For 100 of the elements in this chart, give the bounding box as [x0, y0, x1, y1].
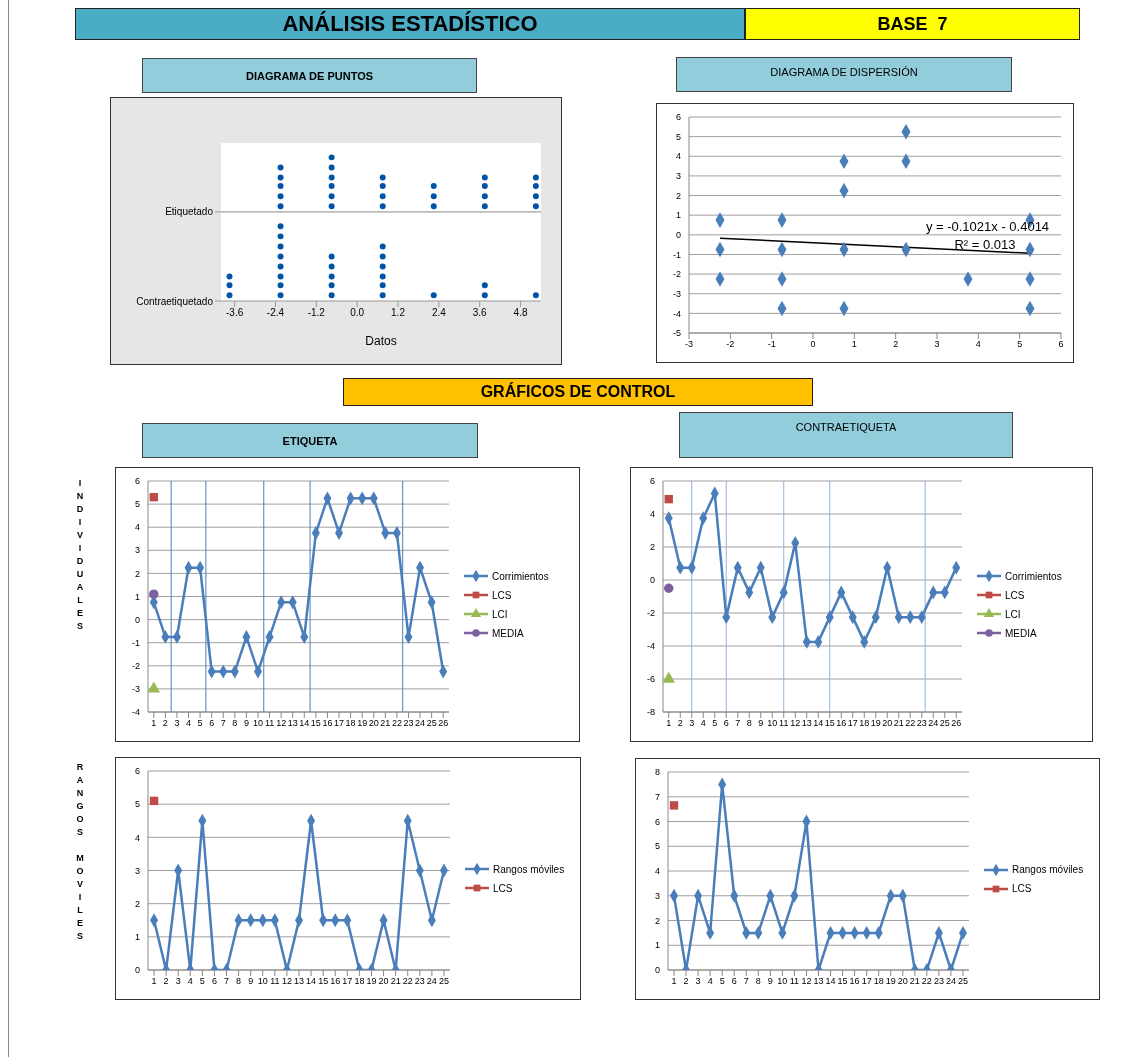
point: [328, 183, 335, 190]
point: [226, 273, 233, 280]
x-tick-label: 6: [211, 976, 217, 987]
point: [328, 174, 335, 181]
x-tick-label: 4: [975, 339, 981, 350]
x-tick-label: 2: [162, 718, 168, 729]
point: [532, 203, 539, 210]
x-tick-label: 22: [402, 976, 413, 987]
x-tick-label: 10: [777, 976, 788, 987]
point: [328, 164, 335, 171]
x-tick-label: 6: [1058, 339, 1064, 350]
y-tick-label: 5: [654, 841, 660, 852]
y-tick-label: -4: [131, 707, 140, 718]
y-tick-label: 3: [654, 890, 660, 901]
y-tick-label: 2: [654, 915, 660, 926]
x-tick-label: 5: [197, 718, 203, 729]
x-tick-label: 14: [813, 718, 824, 729]
y-tick-label: 4: [134, 522, 140, 533]
legend-label: Corrimientos: [1005, 570, 1062, 582]
point: [532, 183, 539, 190]
x-tick-label: 4.8: [513, 307, 528, 319]
point: [379, 174, 386, 181]
chart-title: DIAGRAMA DE PUNTOS: [142, 58, 477, 93]
legend-label: LCS: [493, 882, 513, 894]
x-tick-label: -2: [726, 339, 735, 350]
y-tick-label: 6: [134, 766, 140, 777]
point: [277, 263, 284, 270]
annotation: R² = 0.013: [953, 235, 1017, 253]
x-tick-label: 23: [403, 718, 414, 729]
x-tick-label: 13: [801, 718, 812, 729]
x-tick-label: 17: [847, 718, 858, 729]
x-tick-label: 25: [438, 976, 449, 987]
point: [481, 203, 488, 210]
x-tick-label: -3.6: [226, 307, 244, 319]
annotation: y = -0.1021x - 0.4014: [924, 217, 1051, 235]
x-tick-label: 22: [921, 976, 932, 987]
point: [277, 273, 284, 280]
x-tick-label: 24: [928, 718, 939, 729]
x-tick-label: 15: [318, 976, 329, 987]
x-tick-label: 15: [837, 976, 848, 987]
legend-label: LCI: [1005, 608, 1021, 620]
x-tick-label: 17: [342, 976, 353, 987]
x-tick-label: 23: [916, 718, 927, 729]
x-tick-label: 23: [933, 976, 944, 987]
x-tick-label: 2: [893, 339, 899, 350]
y-tick-label: 2: [649, 542, 655, 553]
text: Etiquetado: [165, 206, 214, 218]
y-tick-label: 0: [134, 965, 140, 976]
y-tick-label: 0: [675, 230, 681, 241]
point: [669, 801, 679, 810]
x-tick-label: 3: [174, 718, 180, 729]
point: [379, 193, 386, 200]
x-tick-label: 25: [939, 718, 950, 729]
x-axis-title: Datos: [365, 334, 397, 348]
y-tick-label: 6: [134, 476, 140, 487]
x-tick-label: 23: [414, 976, 425, 987]
legend-label: LCS: [1005, 589, 1025, 601]
text: GRÁFICOS DE CONTROL: [343, 378, 813, 406]
x-tick-label: 21: [380, 718, 391, 729]
x-tick-label: 5: [1017, 339, 1023, 350]
legend-label: Rangos móviles: [1012, 864, 1084, 875]
y-tick-label: 1: [654, 940, 660, 951]
chart-title: DIAGRAMA DE DISPERSIÓN: [676, 57, 1012, 92]
point: [664, 494, 673, 504]
x-tick-label: 19: [366, 976, 377, 987]
point: [379, 282, 386, 289]
y-tick-label: -2: [672, 269, 681, 280]
x-tick-label: 9: [758, 718, 764, 729]
x-tick-label: -3: [684, 339, 694, 350]
x-tick-label: 16: [330, 976, 341, 987]
point: [277, 243, 284, 250]
x-tick-label: 7: [224, 976, 230, 987]
x-tick-label: 10: [252, 718, 263, 729]
y-tick-label: -1: [131, 637, 140, 648]
x-tick-label: 2: [683, 976, 689, 987]
x-tick-label: 7: [735, 718, 741, 729]
y-axis-title: RANGOS MOVILES: [74, 762, 86, 946]
point: [664, 583, 674, 593]
x-tick-label: 8: [232, 718, 238, 729]
legend-label: Corrimientos: [492, 570, 549, 582]
x-tick-label: 5: [199, 976, 205, 987]
point: [149, 492, 158, 502]
point: [328, 282, 335, 289]
series-label: Contraetiquetado: [136, 295, 214, 307]
point: [481, 282, 488, 289]
legend-label: LCS: [492, 589, 512, 601]
x-tick-label: 18: [354, 976, 365, 987]
x-tick-label: 9: [248, 976, 254, 987]
x-tick-label: 12: [281, 976, 292, 987]
point: [277, 203, 284, 210]
point: [379, 273, 386, 280]
x-tick-label: 24: [426, 976, 437, 987]
x-tick-label: 25: [426, 718, 437, 729]
point: [379, 292, 386, 299]
x-tick-label: 21: [390, 976, 401, 987]
x-tick-label: 11: [264, 718, 275, 729]
point: [379, 243, 386, 250]
x-tick-label: 2: [163, 976, 169, 987]
point: [481, 183, 488, 190]
x-tick-label: -1.2: [307, 307, 326, 319]
